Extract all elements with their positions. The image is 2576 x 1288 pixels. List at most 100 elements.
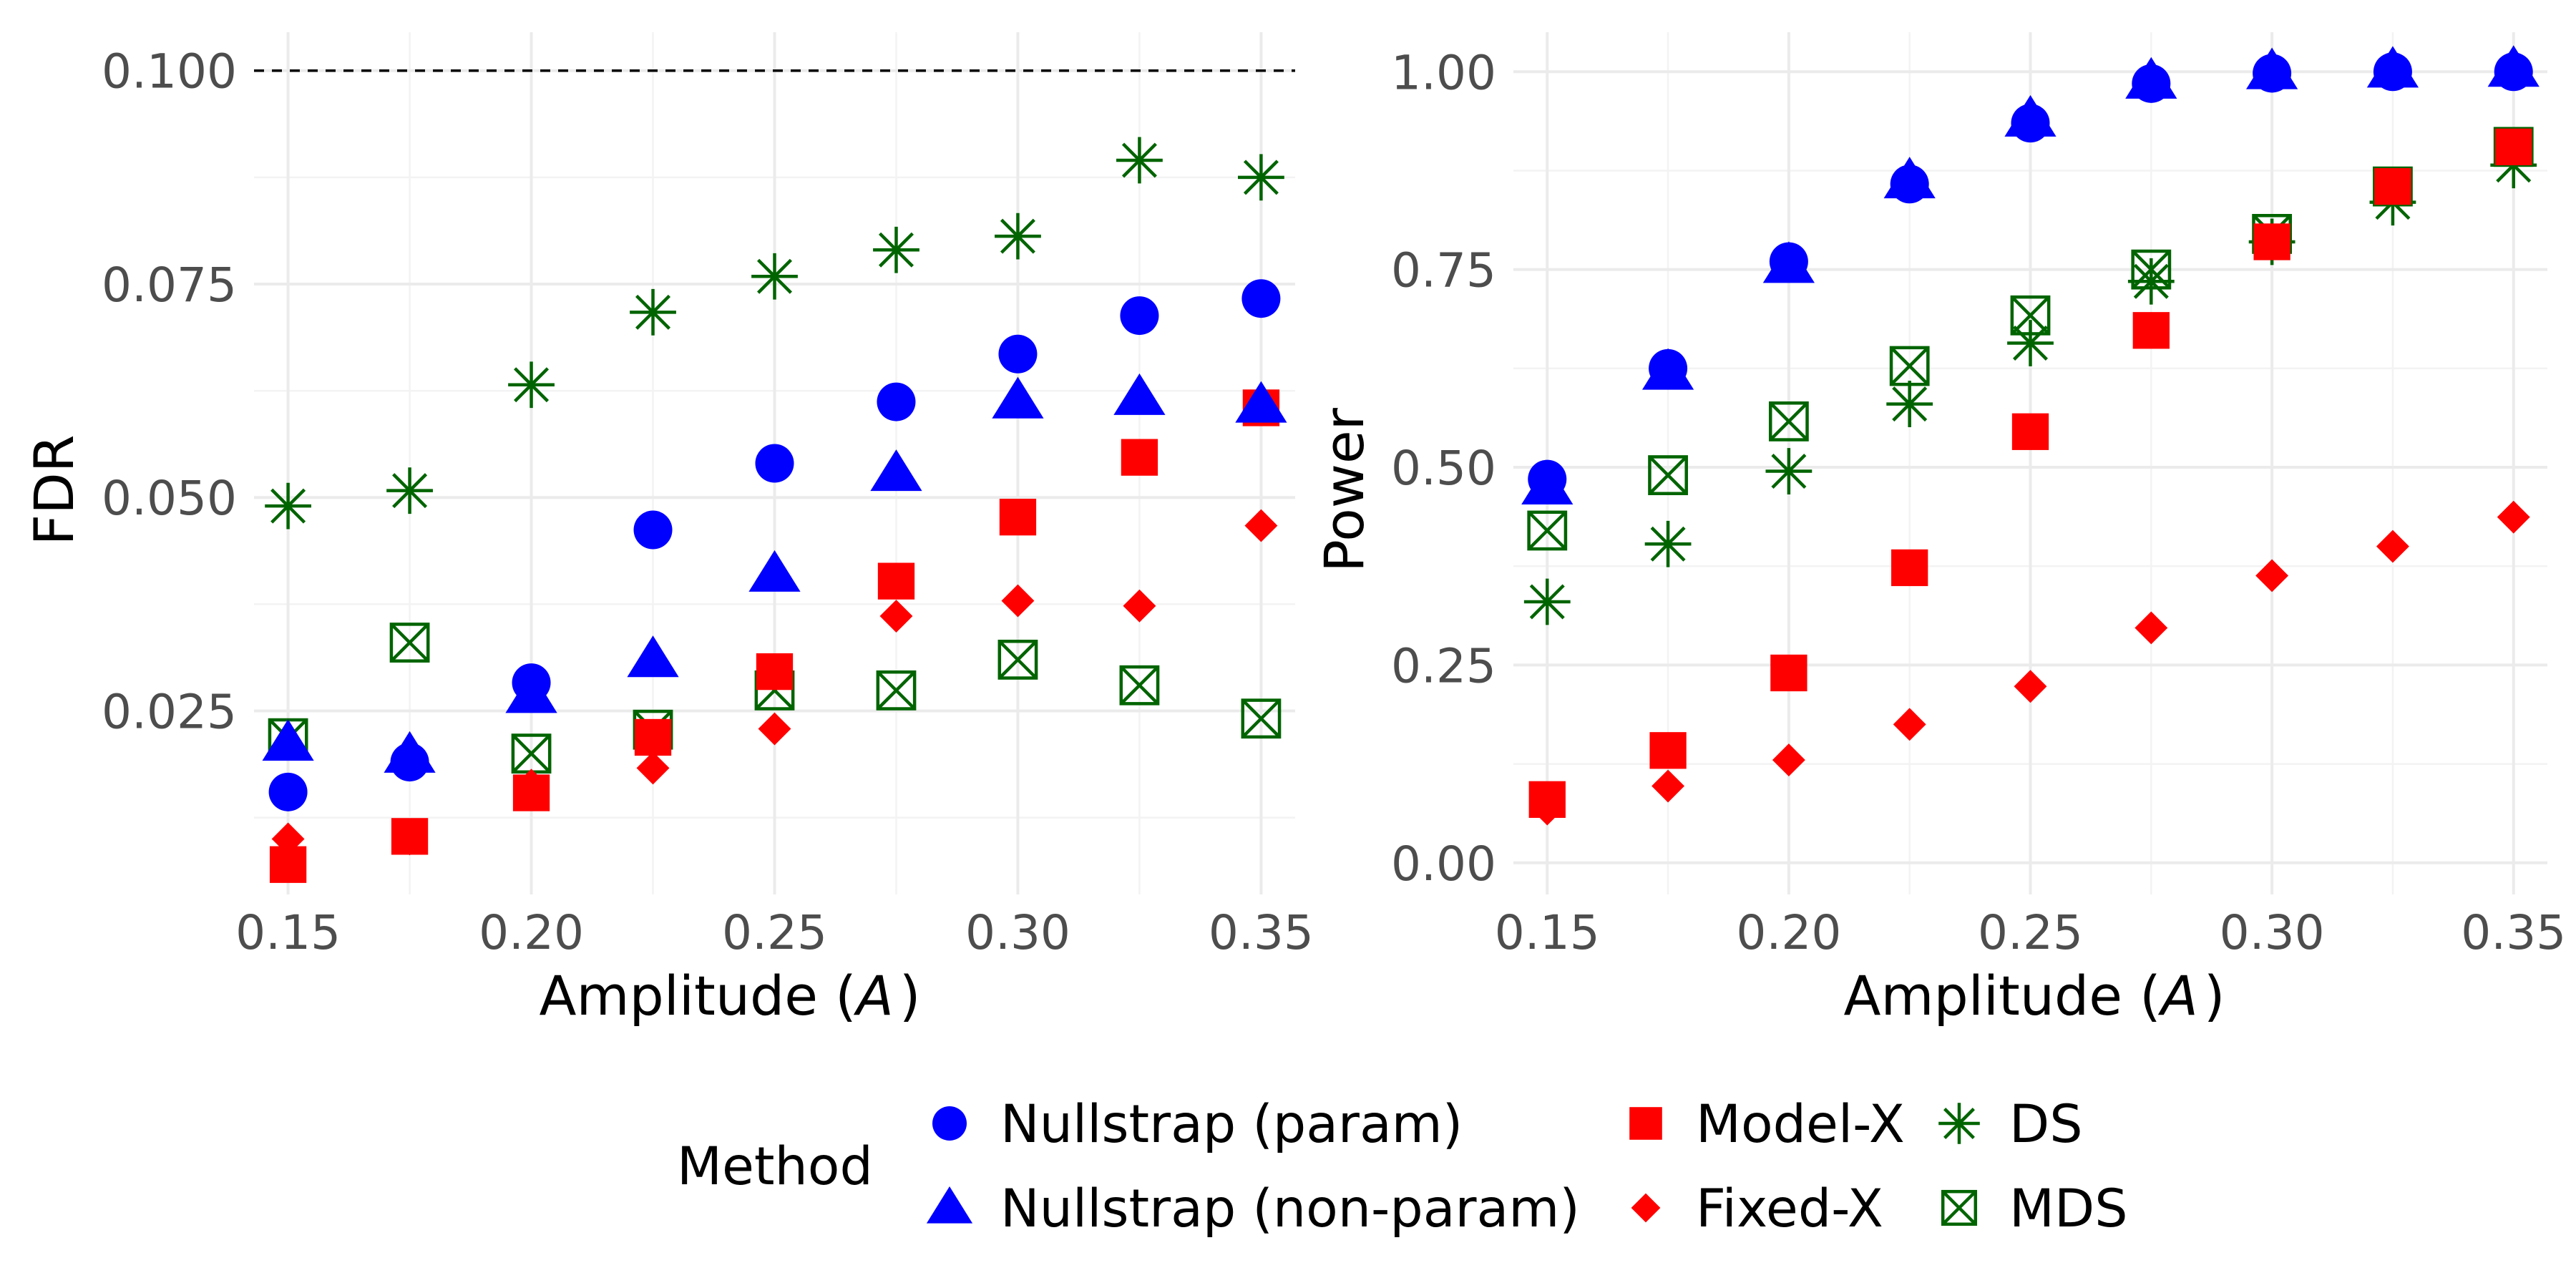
legend-label-fixed-x: Fixed-X (1696, 1179, 1883, 1239)
point-fixed-x (1893, 708, 1926, 741)
fdr-panel: 0.025 0.050 0.075 0.100 0.15 0.20 0.25 0.30 0.3… (22, 32, 1314, 1028)
point-model-x (391, 818, 429, 855)
point-ds (2127, 258, 2175, 305)
point-model-x (2495, 128, 2532, 165)
point-mds (1241, 698, 1282, 739)
point-fixed-x (1652, 769, 1685, 803)
point-nullstrap-non-param (870, 449, 922, 492)
power-y-axis-title: Power (1312, 407, 1376, 572)
point-fixed-x (2135, 611, 2168, 645)
point-nullstrap-non-param (262, 719, 314, 761)
point-fixed-x (1244, 509, 1278, 542)
y-tick-label: 0.50 (1391, 441, 1496, 496)
point-nullstrap-param (2011, 104, 2050, 143)
point-fixed-x (636, 751, 670, 785)
point-model-x (2253, 223, 2290, 260)
legend-key-nullstrap-non-param (926, 1186, 973, 1224)
point-ds (1765, 448, 1813, 494)
point-model-x (1770, 654, 1807, 692)
point-fixed-x (758, 712, 791, 746)
point-model-x (2374, 167, 2411, 205)
point-fixed-x (1001, 584, 1035, 618)
point-nullstrap-param (2253, 54, 2292, 93)
point-nullstrap-param (1890, 165, 1929, 204)
point-mds (1648, 455, 1688, 495)
point-fixed-x (2255, 559, 2289, 592)
legend: Method Nullstrap (param) Nullstrap (non-p… (677, 1094, 2128, 1239)
point-model-x (1891, 549, 1928, 587)
point-ds (265, 482, 311, 530)
legend-key-fixed-x (1631, 1193, 1661, 1223)
point-model-x (756, 653, 794, 691)
power-y-tick-labels: 0.00 0.25 0.50 0.75 1.00 (1391, 45, 1496, 892)
point-model-x (999, 499, 1037, 536)
legend-label-model-x: Model-X (1696, 1094, 1905, 1155)
fdr-y-tick-labels: 0.025 0.050 0.075 0.100 (102, 44, 237, 740)
legend-key-model-x (1629, 1107, 1662, 1140)
power-panel: 0.00 0.25 0.50 0.75 1.00 0.15 0.20 0.25 0.30 0.3… (1312, 32, 2566, 1028)
point-nullstrap-param (2373, 52, 2412, 92)
fdr-x-axis-title: Amplitude (A) (540, 964, 921, 1028)
legend-items: Nullstrap (param) Nullstrap (non-param) Mo… (926, 1094, 2128, 1239)
legend-title: Method (677, 1136, 873, 1197)
point-fixed-x (271, 822, 305, 856)
point-nullstrap-param (1241, 279, 1281, 318)
point-nullstrap-non-param (1113, 373, 1166, 415)
point-fixed-x (1772, 743, 1805, 777)
x-tick-label: 0.35 (2461, 905, 2566, 960)
point-ds (1523, 578, 1571, 625)
x-tick-label: 0.15 (1495, 905, 1600, 960)
point-model-x (1528, 781, 1566, 818)
y-tick-label: 0.25 (1391, 638, 1496, 693)
point-mds (997, 640, 1038, 680)
point-ds (1116, 137, 1163, 184)
y-tick-label: 1.00 (1391, 45, 1496, 100)
x-tick-label: 0.25 (722, 905, 827, 960)
point-mds (1768, 401, 1809, 441)
point-model-x (634, 718, 672, 756)
power-x-axis-title: Amplitude (A) (1844, 964, 2225, 1028)
point-nullstrap-param (2132, 64, 2171, 103)
point-ds (2007, 320, 2054, 366)
y-tick-label: 0.075 (102, 258, 237, 313)
point-nullstrap-param (1769, 242, 1808, 281)
point-fixed-x (879, 600, 913, 633)
point-model-x (2132, 312, 2170, 349)
point-nullstrap-param (1649, 348, 1688, 388)
point-mds (1119, 665, 1160, 706)
x-tick-label: 0.35 (1209, 905, 1314, 960)
point-nullstrap-param (390, 743, 429, 782)
point-nullstrap-param (755, 444, 794, 483)
x-tick-label: 0.25 (1978, 905, 2083, 960)
y-tick-label: 0.100 (102, 44, 237, 99)
legend-label-mds: MDS (2009, 1179, 2128, 1239)
fdr-x-tick-labels: 0.15 0.20 0.25 0.30 0.35 (235, 905, 1314, 960)
fdr-y-axis-title: FDR (22, 434, 86, 545)
power-points (1521, 45, 2540, 826)
point-ds (1644, 520, 1692, 567)
point-mds (1527, 510, 1568, 551)
point-nullstrap-param (877, 382, 916, 421)
point-ds (1886, 381, 1933, 427)
point-ds (995, 213, 1041, 260)
point-nullstrap-param (512, 663, 551, 703)
point-nullstrap-param (2494, 52, 2533, 92)
legend-label-ds: DS (2009, 1094, 2083, 1155)
point-nullstrap-param (998, 334, 1038, 374)
point-fixed-x (2376, 530, 2409, 563)
y-tick-label: 0.75 (1391, 243, 1496, 298)
x-tick-label: 0.30 (2220, 905, 2325, 960)
point-nullstrap-param (1528, 459, 1567, 499)
point-nullstrap-param (633, 510, 673, 550)
x-tick-label: 0.15 (235, 905, 341, 960)
point-ds (751, 253, 798, 300)
point-ds (873, 226, 919, 273)
x-tick-label: 0.20 (1736, 905, 1841, 960)
power-x-tick-labels: 0.15 0.20 0.25 0.30 0.35 (1495, 905, 2566, 960)
point-fixed-x (2497, 500, 2530, 534)
point-mds (876, 670, 917, 711)
y-tick-label: 0.050 (102, 471, 237, 526)
point-nullstrap-non-param (748, 550, 801, 592)
point-model-x (512, 774, 550, 811)
